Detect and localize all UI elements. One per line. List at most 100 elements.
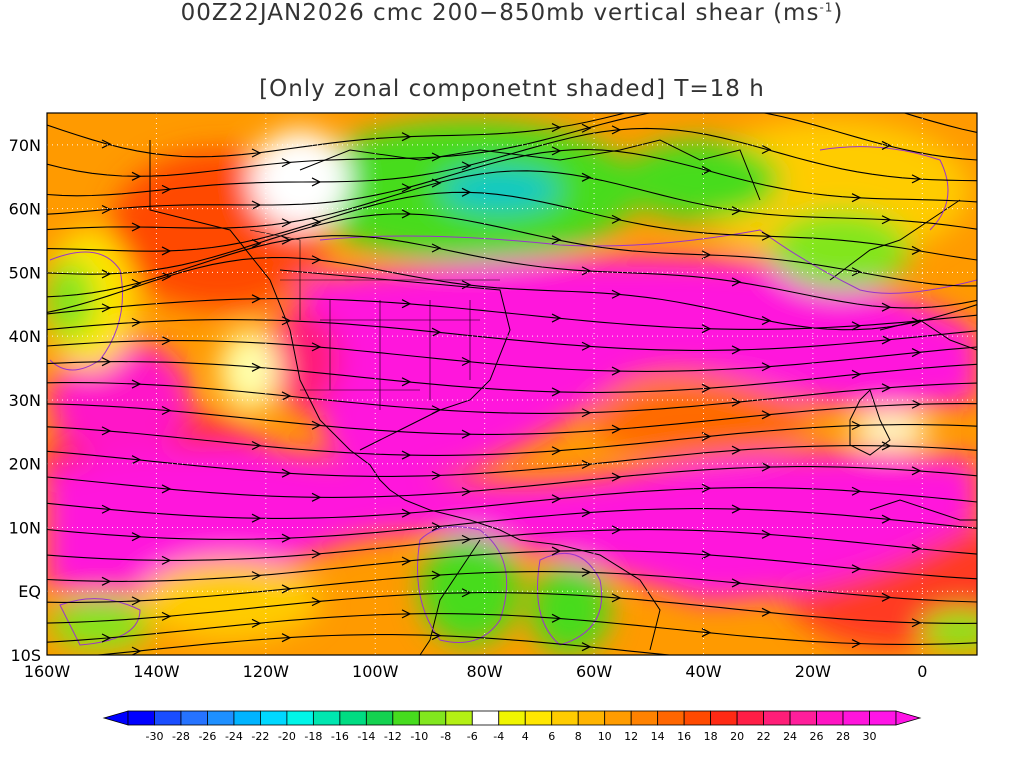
colorbar-swatch xyxy=(339,710,367,726)
colorbar-swatch xyxy=(630,710,659,726)
streamline xyxy=(47,550,977,582)
colorbar-swatch xyxy=(286,710,314,726)
colorbar-tick-label: -14 xyxy=(357,730,375,743)
streamline-arrowhead xyxy=(611,525,622,535)
streamline-arrowhead xyxy=(161,484,172,494)
streamline-arrowhead xyxy=(401,299,412,309)
colorbar-swatch xyxy=(842,710,870,726)
streamline xyxy=(47,508,977,540)
streamline-arrowhead xyxy=(611,593,622,603)
streamline xyxy=(47,298,977,330)
streamline-arrowhead xyxy=(551,613,562,623)
streamline-arrowhead xyxy=(611,125,622,135)
colorbar-tick-label: -12 xyxy=(384,730,402,743)
streamline-arrowhead xyxy=(101,504,112,514)
colorbar-tick-label: 30 xyxy=(863,730,877,743)
longitude-axis: 160W 140W 120W 100W 80W 60W 40W 20W 0 xyxy=(24,662,928,681)
streamline-arrowhead xyxy=(851,369,862,379)
colorbar-tick-label: 10 xyxy=(598,730,612,743)
longitude-tick-label: 100W xyxy=(352,662,399,681)
streamline-arrowhead xyxy=(131,317,142,327)
streamline-arrowhead xyxy=(701,250,712,260)
streamline-arrowhead xyxy=(911,399,922,409)
streamline-arrowhead xyxy=(701,483,712,493)
colorbar-swatch xyxy=(789,710,817,726)
streamline-arrowhead xyxy=(701,383,712,393)
streamline-arrowhead xyxy=(911,174,922,184)
colorbar-tick-label: 24 xyxy=(783,730,797,743)
colorbar-tick-label: 4 xyxy=(522,730,529,743)
streamline-arrowhead xyxy=(911,466,922,476)
colorbar-swatch xyxy=(445,710,473,726)
streamline-arrowhead xyxy=(161,405,172,416)
streamline-arrowhead xyxy=(251,513,262,523)
streamline-arrowhead xyxy=(161,555,172,565)
streamline-arrowhead xyxy=(101,139,112,149)
streamline-arrowhead xyxy=(581,459,592,469)
longitude-tick-label: 140W xyxy=(133,662,180,681)
streamline-arrowhead xyxy=(551,446,562,456)
streamline-arrowhead xyxy=(911,317,922,327)
streamline-arrowhead xyxy=(251,440,262,451)
streamline-arrowhead xyxy=(761,410,772,420)
streamline-arrowhead xyxy=(431,178,442,188)
colorbar-swatch xyxy=(498,710,526,726)
streamline-arrowhead xyxy=(851,193,862,203)
colorbar-swatch xyxy=(710,710,738,726)
streamline-arrowhead xyxy=(161,336,172,346)
shear-filled-contours xyxy=(47,120,977,655)
streamline xyxy=(47,340,977,372)
streamline-arrowhead xyxy=(881,215,892,225)
streamline-arrowhead xyxy=(461,429,472,439)
streamline-arrowhead xyxy=(761,144,772,155)
longitude-tick-label: 20W xyxy=(795,662,831,681)
title-close: ) xyxy=(833,0,844,26)
title-unit-exponent: -1 xyxy=(819,0,834,15)
streamline-arrowhead xyxy=(281,533,292,543)
colorbar-tick-label: -30 xyxy=(145,730,163,743)
streamline-arrowhead xyxy=(401,183,412,193)
latitude-axis: 10S EQ 10N 20N 30N 40N 50N 60N 70N xyxy=(9,136,41,665)
streamline-arrowhead xyxy=(851,420,862,431)
map-plot-area xyxy=(47,113,977,655)
streamline-arrowhead xyxy=(281,218,292,228)
colorbar-max-arrow xyxy=(895,710,922,726)
coastlines xyxy=(149,139,977,655)
streamline-arrowhead xyxy=(461,487,472,497)
streamline-arrowhead xyxy=(101,204,112,215)
streamline-arrowhead xyxy=(461,161,472,171)
colorbar-swatch xyxy=(604,710,632,726)
streamline-arrowhead xyxy=(281,316,292,326)
colorbar-tick-label: 18 xyxy=(704,730,718,743)
chart-title-line2: [Only zonal componetnt shaded] T=18 h xyxy=(259,76,765,102)
streamline-arrowhead xyxy=(551,313,562,323)
longitude-tick-label: 40W xyxy=(685,662,721,681)
streamline-arrowhead xyxy=(401,609,412,619)
streamline-arrowhead xyxy=(581,508,592,518)
streamline xyxy=(47,403,977,435)
streamline-arrowhead xyxy=(581,408,592,418)
streamline-arrowhead xyxy=(401,556,412,566)
streamline-arrowhead xyxy=(732,113,734,114)
streamline-arrowhead xyxy=(731,504,742,514)
colorbar-tick-label: 26 xyxy=(810,730,824,743)
streamline-arrowhead xyxy=(431,470,442,481)
streamline-arrowhead xyxy=(611,289,622,299)
streamline-arrowhead xyxy=(761,231,772,241)
map-frame xyxy=(46,112,978,656)
streamline xyxy=(47,466,977,498)
title-text: 00Z22JAN2026 cmc 200−850mb vertical shea… xyxy=(180,0,820,26)
streamline-arrowhead xyxy=(131,596,142,606)
streamline-arrowhead xyxy=(311,420,322,430)
zero-shear-contours xyxy=(49,146,977,646)
streamline-arrowhead xyxy=(281,633,292,643)
colorbar: -30 -28 -26 -24 -22 -20 -18 -16 -14 -12 -10 -8 -6 -4 4… xyxy=(102,710,922,743)
colorbar-swatch xyxy=(869,710,897,726)
colorbar-swatch xyxy=(524,710,553,726)
longitude-tick-label: 80W xyxy=(467,662,503,681)
streamline-arrowhead xyxy=(881,514,892,524)
streamline-arrowhead xyxy=(401,209,412,219)
streamline-arrowhead xyxy=(311,492,322,502)
streamline-arrowhead xyxy=(161,611,172,621)
streamline xyxy=(47,424,977,456)
